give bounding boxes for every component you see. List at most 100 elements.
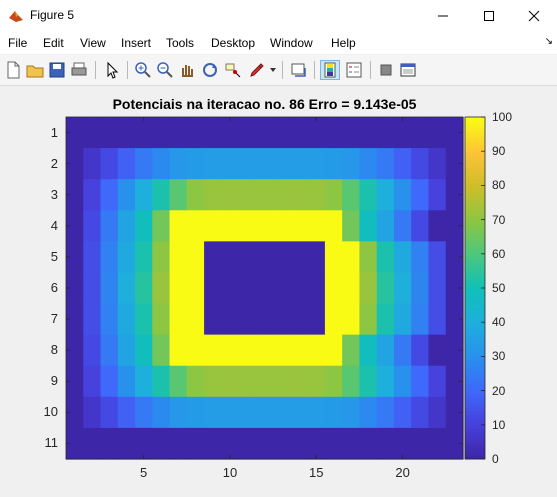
heatmap-cell (135, 210, 153, 242)
heatmap-cell (359, 148, 378, 180)
heatmap-cell (445, 210, 464, 242)
menu-view[interactable]: View (80, 36, 106, 50)
heatmap-cell (428, 117, 447, 149)
colorbar-segment (465, 315, 485, 320)
heatmap-cell (359, 334, 378, 367)
title-bar: Figure 5 (0, 0, 557, 32)
heatmap-cell (152, 365, 171, 398)
insert-legend-icon[interactable] (344, 60, 364, 80)
zoom-out-icon[interactable] (155, 60, 175, 80)
colorbar-segment (465, 448, 485, 453)
heatmap-cell (445, 365, 464, 398)
colorbar-tick-label: 20 (492, 383, 506, 398)
heatmap-cell (204, 117, 222, 149)
colorbar-segment (465, 233, 485, 238)
heatmap-cell (204, 272, 222, 305)
colorbar-segment (465, 284, 485, 289)
menu-file[interactable]: File (8, 36, 28, 50)
colorbar-segment (465, 134, 485, 139)
heatmap-cell (169, 396, 188, 429)
heatmap-cell (273, 148, 291, 180)
heatmap-cell (393, 396, 412, 429)
colorbar-segment (465, 438, 485, 443)
colorbar-segment (465, 120, 485, 125)
heatmap-cell (100, 303, 119, 336)
menu-help[interactable]: Help (331, 36, 356, 50)
heatmap-cell (238, 396, 257, 429)
menu-desktop[interactable]: Desktop (211, 36, 256, 50)
data-cursor-icon[interactable] (223, 60, 243, 80)
new-figure-icon[interactable] (3, 60, 23, 80)
colorbar-segment (465, 171, 485, 176)
colorbar-segment (465, 407, 485, 412)
colorbar-segment (465, 308, 485, 313)
heatmap-cell (100, 241, 119, 274)
pan-icon[interactable] (177, 60, 197, 80)
heatmap-cell (290, 179, 309, 211)
heatmap-cell (152, 117, 171, 149)
heatmap-cell (83, 427, 102, 460)
heatmap-cell (204, 334, 222, 367)
y-tick-label: 2 (50, 155, 58, 171)
print-icon[interactable] (69, 60, 89, 80)
colorbar-segment (465, 288, 485, 292)
heatmap-cell (66, 241, 84, 274)
zoom-in-icon[interactable] (133, 60, 153, 80)
heatmap-cell (290, 210, 309, 242)
heatmap-cell (376, 365, 395, 398)
brush-icon[interactable] (247, 60, 267, 80)
close-button[interactable] (511, 0, 557, 32)
heatmap-cell (411, 427, 430, 460)
colorbar-segment (465, 452, 485, 457)
colorbar-segment (465, 390, 485, 395)
menu-insert[interactable]: Insert (121, 36, 152, 50)
maximize-button[interactable] (466, 0, 512, 32)
y-tick-label: 4 (50, 217, 58, 233)
rotate-3d-icon[interactable] (200, 60, 220, 80)
heatmap-cell (169, 334, 188, 367)
colorbar-segment (465, 257, 485, 262)
minimize-button[interactable] (420, 0, 466, 32)
colorbar-segment (465, 219, 485, 224)
heatmap-cell (376, 241, 395, 274)
heatmap-cell (324, 148, 343, 180)
hide-plot-tools-icon[interactable] (376, 60, 396, 80)
heatmap-cell (238, 179, 257, 211)
colorbar-segment (465, 291, 485, 296)
matlab-logo-icon (9, 11, 23, 22)
menu-window[interactable]: Window (270, 36, 313, 50)
insert-colorbar-button[interactable] (320, 60, 340, 80)
dock-figure-icon[interactable]: ↘ (544, 36, 553, 47)
heatmap-cell (393, 148, 412, 180)
colorbar-segment (465, 294, 485, 299)
menu-tools[interactable]: Tools (166, 36, 195, 50)
heatmap-cell (83, 117, 102, 149)
heatmap-cell (100, 427, 119, 460)
colorbar-segment (465, 421, 485, 426)
link-plot-icon[interactable] (289, 60, 309, 80)
colorbar-segment (465, 164, 485, 169)
colorbar-segment (465, 325, 485, 330)
colorbar-segment (465, 424, 485, 429)
heatmap-cell (152, 148, 171, 180)
heatmap-cell (152, 272, 171, 305)
heatmap-cell (428, 272, 447, 305)
colorbar-segment (465, 411, 485, 416)
open-file-icon[interactable] (25, 60, 45, 80)
heatmap-cell (393, 334, 412, 367)
heatmap-cell (169, 148, 188, 180)
show-plot-tools-icon[interactable] (398, 60, 418, 80)
colorbar-tick-label: 30 (492, 349, 506, 364)
heatmap-cell (273, 241, 291, 274)
chevron-down-icon[interactable] (270, 68, 276, 73)
pointer-icon[interactable] (102, 60, 122, 80)
colorbar-tick-label: 40 (492, 315, 506, 330)
heatmap-cell (169, 303, 188, 336)
menu-edit[interactable]: Edit (43, 36, 64, 50)
heatmap-cell (411, 396, 430, 429)
heatmap-cell (393, 303, 412, 336)
save-icon[interactable] (47, 60, 67, 80)
heatmap-cell (324, 179, 343, 211)
toolbar-separator (370, 61, 371, 79)
